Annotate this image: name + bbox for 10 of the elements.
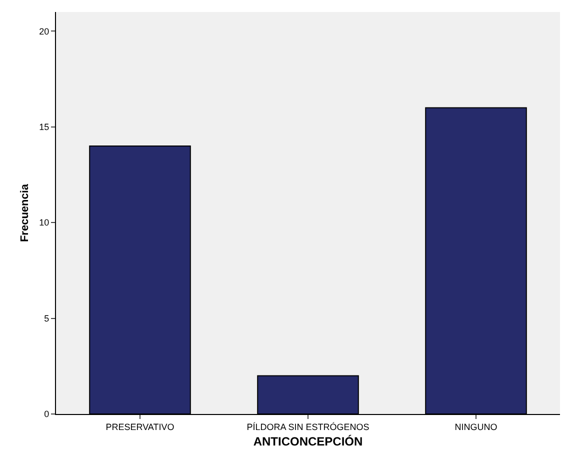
x-tick-label: NINGUNO	[454, 422, 498, 432]
x-tick-label: PRESERVATIVO	[106, 422, 174, 432]
y-tick-label: 15	[39, 122, 50, 132]
x-axis-title: ANTICONCEPCIÓN	[253, 434, 363, 449]
x-tick-label: PÍLDORA SIN ESTRÓGENOS	[246, 422, 370, 432]
y-tick-label: 10	[39, 218, 50, 228]
y-axis-title: Frecuencia	[18, 183, 31, 242]
y-tick-label: 5	[44, 313, 50, 324]
y-tick-label: 0	[44, 409, 50, 420]
y-tick-label: 20	[39, 26, 50, 36]
